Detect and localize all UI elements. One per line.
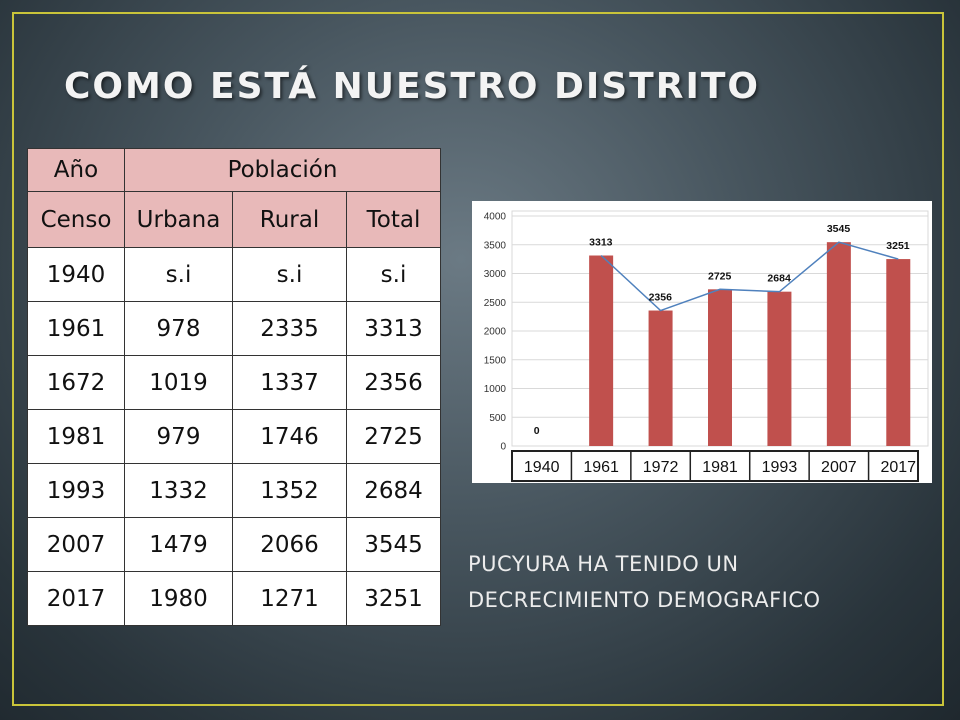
x-tick-label: 1972: [643, 459, 679, 476]
bar: [708, 289, 732, 446]
x-tick-label: 1961: [583, 459, 619, 476]
population-table: Año Población Censo Urbana Rural Total 1…: [27, 148, 442, 626]
y-tick-label: 4000: [484, 212, 507, 223]
year-header: Año: [27, 148, 125, 192]
trend-line: [600, 241, 899, 312]
bar: [589, 255, 614, 446]
slide-title: COMO ESTÁ NUESTRO DISTRITO: [64, 66, 760, 107]
census-subheader: Censo: [27, 191, 125, 248]
cell-total: 2725: [345, 409, 442, 464]
cell-urban: 1332: [124, 463, 233, 518]
cell-urban: s.i: [124, 247, 233, 302]
table-row: 2007 1479 2066 3545: [27, 517, 442, 572]
table-row: 1672 1019 1337 2356: [27, 355, 442, 410]
cell-rural: s.i: [232, 247, 347, 302]
y-tick-label: 500: [489, 413, 506, 424]
x-axis-box: [511, 450, 919, 482]
y-tick-label: 1500: [484, 355, 507, 366]
x-tick-label: 2007: [821, 459, 857, 476]
cell-total: s.i: [345, 247, 442, 302]
data-label: 2684: [767, 273, 791, 285]
table-row: 1981 979 1746 2725: [27, 409, 442, 464]
total-subheader: Total: [345, 191, 442, 248]
table-row: 1940 s.i s.i s.i: [27, 247, 442, 302]
bar: [767, 291, 792, 446]
cell-total: 3251: [345, 571, 442, 626]
cell-total: 2356: [345, 355, 442, 410]
y-tick-label: 3000: [484, 269, 507, 280]
slide-border: [12, 12, 944, 706]
table-row: 1961 978 2335 3313: [27, 301, 442, 356]
cell-year: 1961: [27, 301, 125, 356]
bar: [826, 242, 851, 446]
cell-total: 3545: [345, 517, 442, 572]
y-tick-label: 1000: [484, 384, 507, 395]
data-label: 3313: [589, 237, 613, 249]
table-subheader-row: Censo Urbana Rural Total: [27, 191, 442, 248]
x-tick-label: 2017: [880, 459, 916, 476]
urban-subheader: Urbana: [124, 191, 233, 248]
data-label: 0: [534, 425, 540, 437]
cell-year: 2017: [27, 571, 125, 626]
data-label: 2356: [649, 292, 673, 304]
cell-year: 1940: [27, 247, 125, 302]
cell-urban: 978: [124, 301, 233, 356]
cell-year: 2007: [27, 517, 125, 572]
table-row: 2017 1980 1271 3251: [27, 571, 442, 626]
y-tick-label: 0: [500, 442, 506, 453]
cell-urban: 1479: [124, 517, 233, 572]
conclusion-line-1: PUCYURA HA TENIDO UN: [468, 552, 739, 576]
data-label: 2725: [708, 270, 732, 282]
bar: [648, 310, 673, 446]
cell-rural: 2066: [232, 517, 347, 572]
bar: [886, 259, 911, 446]
cell-rural: 1337: [232, 355, 347, 410]
x-tick-label: 1993: [762, 459, 798, 476]
cell-year: 1672: [27, 355, 125, 410]
x-tick-label: 1940: [524, 459, 560, 476]
chart-svg: 0 500 1000 1500 2000 2500 3000 3500 4000 0 3313 235…: [484, 210, 929, 482]
cell-rural: 1746: [232, 409, 347, 464]
cell-urban: 979: [124, 409, 233, 464]
y-tick-label: 3500: [484, 240, 507, 251]
cell-year: 1993: [27, 463, 125, 518]
x-tick-label: 1981: [702, 459, 738, 476]
cell-rural: 1352: [232, 463, 347, 518]
cell-year: 1981: [27, 409, 125, 464]
cell-rural: 1271: [232, 571, 347, 626]
conclusion-line-2: DECRECIMIENTO DEMOGRAFICO: [468, 588, 821, 612]
cell-total: 2684: [345, 463, 442, 518]
cell-urban: 1980: [124, 571, 233, 626]
population-header: Población: [123, 148, 442, 192]
table-header-row: Año Población: [27, 148, 442, 192]
data-label: 3251: [886, 240, 910, 252]
cell-urban: 1019: [124, 355, 233, 410]
rural-subheader: Rural: [232, 191, 347, 248]
cell-total: 3313: [345, 301, 442, 356]
population-chart: 0 500 1000 1500 2000 2500 3000 3500 4000 0 3313 235…: [472, 201, 932, 483]
data-label: 3545: [827, 223, 851, 235]
cell-rural: 2335: [232, 301, 347, 356]
conclusion-text: PUCYURA HA TENIDO UN DECRECIMIENTO DEMOG…: [468, 546, 821, 618]
y-tick-label: 2500: [484, 298, 507, 309]
table-row: 1993 1332 1352 2684: [27, 463, 442, 518]
y-tick-label: 2000: [484, 327, 507, 338]
